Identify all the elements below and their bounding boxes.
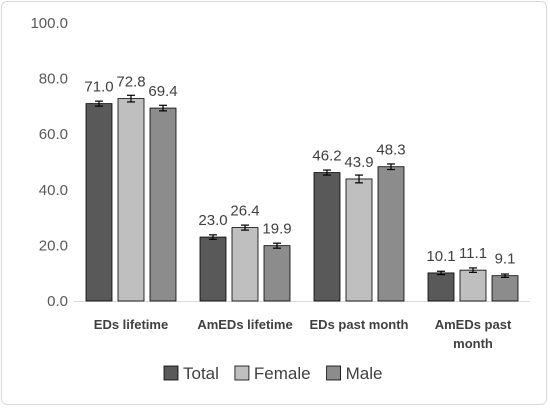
category-label: EDs lifetime	[94, 317, 168, 332]
y-tick-label: 60.0	[39, 126, 68, 143]
legend-swatch	[163, 365, 179, 381]
y-tick-label: 0.0	[47, 293, 68, 310]
data-label: 9.1	[495, 251, 516, 268]
bar	[263, 245, 291, 302]
category-label: month	[453, 336, 493, 351]
bar	[199, 236, 227, 302]
data-label: 71.0	[84, 79, 113, 96]
data-label: 26.4	[230, 203, 259, 220]
legend-swatch	[234, 365, 250, 381]
data-label: 11.1	[459, 245, 487, 262]
data-label: 23.0	[198, 212, 227, 229]
legend-label: Female	[254, 364, 311, 383]
category-label: AmEDs lifetime	[197, 317, 292, 332]
bar	[313, 172, 341, 302]
bar	[427, 272, 455, 302]
bar	[231, 227, 259, 302]
data-label: 10.1	[426, 248, 455, 265]
bar	[345, 178, 373, 302]
bar	[149, 107, 177, 302]
legend-label: Total	[183, 364, 219, 383]
bar	[491, 275, 519, 302]
legend-label: Male	[346, 364, 383, 383]
bar	[85, 103, 113, 302]
chart-frame: 0.0 20.0 40.0 60.0 80.0 100.0 71.0 72.8 69.4 EDs …	[1, 1, 547, 405]
y-tick-label: 80.0	[39, 71, 68, 88]
y-tick-label: 40.0	[39, 182, 68, 199]
legend-swatch	[326, 365, 342, 381]
category-label: AmEDs past	[435, 317, 512, 332]
bar	[117, 98, 145, 302]
data-label: 46.2	[312, 148, 341, 165]
bar	[377, 166, 405, 302]
category-label: EDs past month	[310, 317, 409, 332]
y-tick-label: 20.0	[39, 237, 68, 254]
data-label: 72.8	[116, 74, 145, 91]
data-label: 43.9	[344, 154, 373, 171]
data-label: 19.9	[262, 221, 291, 238]
data-label: 48.3	[376, 142, 405, 159]
data-label: 69.4	[148, 83, 177, 100]
bar	[459, 269, 487, 302]
y-tick-label: 100.0	[30, 15, 68, 32]
